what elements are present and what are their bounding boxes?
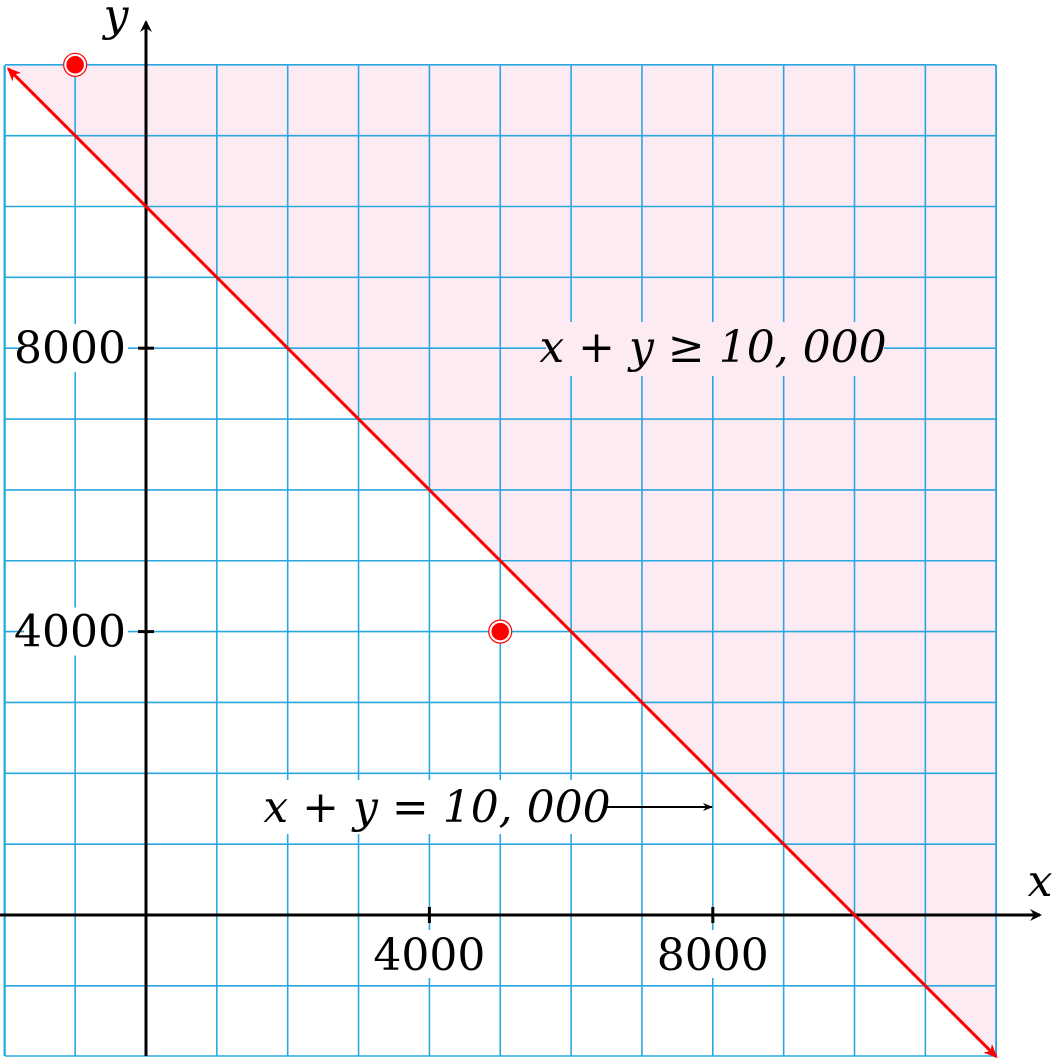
boundary-line: [6, 67, 998, 1059]
region-label-bg: [546, 322, 884, 376]
y-tick-label: 4000: [14, 607, 126, 658]
x-tick-label-bg: [660, 930, 765, 978]
x-axis-label: x: [1028, 856, 1053, 907]
data-point-ring: [63, 52, 88, 77]
y-axis-label: y: [102, 0, 130, 41]
data-point: [63, 53, 87, 77]
points-layer: [63, 52, 513, 644]
boundary-line-layer: [6, 67, 998, 1059]
y-tick-label: 8000: [14, 323, 126, 374]
y-tick-label-bg: [24, 607, 128, 656]
line-label-bg: [268, 780, 606, 834]
x-tick-label-bg: [377, 930, 482, 978]
line-label: x + y = 10, 000: [263, 782, 610, 833]
labels-layer: x y 4000 8000 4000 8000 x + y ≥ 10, 000 x + y =…: [14, 0, 1053, 981]
x-tick-label: 4000: [373, 930, 485, 981]
data-point-ring: [488, 619, 513, 644]
data-point: [489, 620, 512, 643]
region-label: x + y ≥ 10, 000: [539, 322, 886, 373]
x-tick-label: 8000: [657, 930, 769, 981]
y-tick-label-bg: [24, 324, 128, 373]
